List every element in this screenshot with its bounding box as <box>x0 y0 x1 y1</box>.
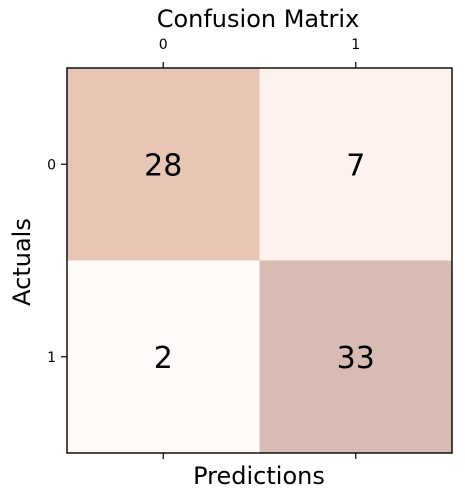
matrix-cells: 28 7 2 33 <box>67 68 452 453</box>
cell-value-0-0: 28 <box>144 148 182 183</box>
matrix-cell-1-1 <box>259 260 452 453</box>
chart-title: Confusion Matrix <box>157 5 360 33</box>
y-axis-label: Actuals <box>8 218 36 306</box>
y-tick-label-0: 0 <box>47 157 56 173</box>
matrix-cell-1-0 <box>67 260 260 453</box>
x-tick-label-1: 1 <box>351 37 360 53</box>
cell-value-0-1: 7 <box>346 148 365 183</box>
axis-ticks: 0 1 0 1 <box>47 37 360 459</box>
cell-value-1-0: 2 <box>154 341 173 376</box>
matrix-cell-0-0 <box>67 68 260 261</box>
plot-frame <box>66 67 453 454</box>
cell-value-1-1: 33 <box>337 341 375 376</box>
x-axis-label: Predictions <box>193 462 325 490</box>
matrix-cell-0-1 <box>259 68 452 261</box>
y-tick-label-1: 1 <box>47 350 56 366</box>
x-tick-label-0: 0 <box>159 37 168 53</box>
